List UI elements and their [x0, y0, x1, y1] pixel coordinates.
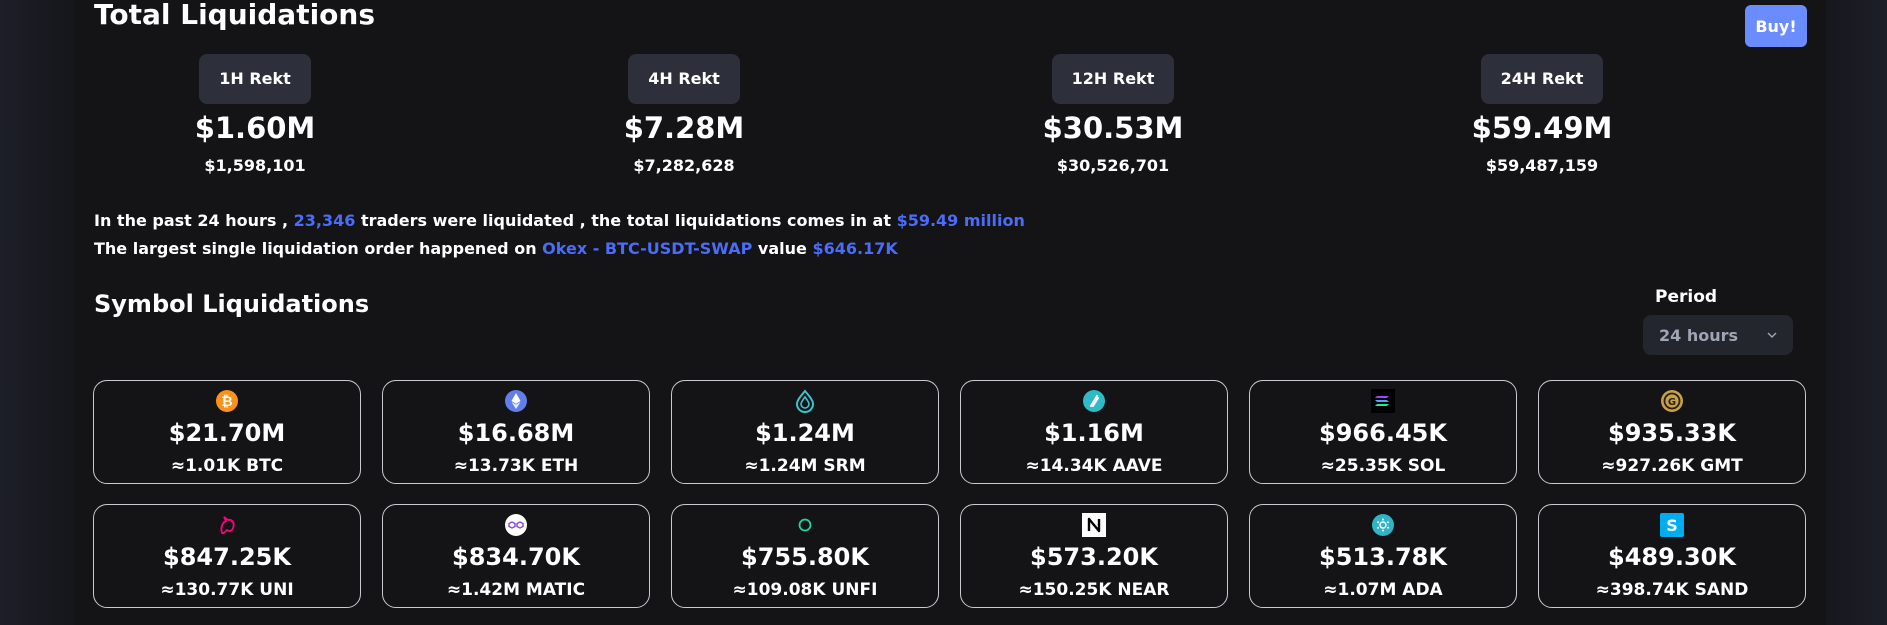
sand-icon: S — [1660, 513, 1684, 537]
symbol-amount: $573.20K — [1030, 543, 1158, 571]
rekt-12h-label[interactable]: 12H Rekt — [1051, 54, 1175, 104]
gmt-icon: G — [1661, 390, 1683, 412]
rekt-12h: 12H Rekt $30.53M $30,526,701 — [993, 54, 1233, 176]
summary-line-2: The largest single liquidation order hap… — [94, 235, 1025, 263]
symbol-quantity: ≈150.25K NEAR — [1018, 580, 1170, 600]
symbol-quantity: ≈1.01K BTC — [170, 456, 284, 476]
symbol-card-btc[interactable]: ₿ $21.70M ≈1.01K BTC — [93, 380, 361, 484]
symbol-card-srm[interactable]: $1.24M ≈1.24M SRM — [671, 380, 939, 484]
symbol-quantity: ≈14.34K AAVE — [1025, 456, 1163, 476]
symbol-card-ada[interactable]: $513.78K ≈1.07M ADA — [1249, 504, 1517, 608]
symbol-amount: $1.16M — [1044, 419, 1144, 447]
page-title: Total Liquidations — [94, 0, 376, 31]
section-title: Symbol Liquidations — [94, 290, 370, 318]
symbol-quantity: ≈13.73K ETH — [453, 456, 579, 476]
rekt-12h-amount: $30.53M — [1042, 111, 1184, 145]
symbol-card-near[interactable]: $573.20K ≈150.25K NEAR — [960, 504, 1228, 608]
period-value: 24 hours — [1659, 325, 1739, 345]
rekt-summary-row: 1H Rekt $1.60M $1,598,101 4H Rekt $7.28M… — [75, 54, 1826, 184]
liquidations-panel: Total Liquidations Buy! 1H Rekt $1.60M $… — [75, 0, 1826, 625]
near-icon — [1082, 513, 1106, 537]
total-liquidations-link[interactable]: $59.49 million — [896, 211, 1025, 230]
liquidation-summary: In the past 24 hours , 23,346 traders we… — [94, 207, 1025, 263]
srm-icon — [795, 389, 815, 413]
symbol-quantity: ≈109.08K UNFI — [732, 580, 878, 600]
symbol-quantity: ≈398.74K SAND — [1595, 580, 1749, 600]
largest-value-link[interactable]: $646.17K — [812, 239, 898, 258]
svg-text:G: G — [1668, 397, 1676, 408]
symbol-amount: $21.70M — [168, 419, 286, 447]
btc-icon: ₿ — [216, 390, 238, 412]
summary-middle: traders were liquidated , the total liqu… — [360, 211, 891, 230]
svg-text:S: S — [1666, 516, 1678, 535]
symbol-amount: $847.25K — [163, 543, 291, 571]
symbol-quantity: ≈130.77K UNI — [160, 580, 294, 600]
symbol-card-uni[interactable]: $847.25K ≈130.77K UNI — [93, 504, 361, 608]
symbol-amount: $513.78K — [1319, 543, 1447, 571]
largest-order-middle: value — [757, 239, 807, 258]
traders-count-link[interactable]: 23,346 — [293, 211, 356, 230]
period-label: Period — [1655, 287, 1718, 307]
matic-icon — [505, 514, 527, 536]
symbol-amount: $935.33K — [1608, 419, 1736, 447]
symbol-card-aave[interactable]: $1.16M ≈14.34K AAVE — [960, 380, 1228, 484]
symbol-amount: $834.70K — [452, 543, 580, 571]
symbol-amount: $755.80K — [741, 543, 869, 571]
symbol-quantity: ≈25.35K SOL — [1320, 456, 1446, 476]
symbol-card-sand[interactable]: S $489.30K ≈398.74K SAND — [1538, 504, 1806, 608]
symbol-quantity: ≈1.07M ADA — [1323, 580, 1443, 600]
rekt-1h-amount: $1.60M — [194, 111, 316, 145]
symbol-card-sol[interactable]: $966.45K ≈25.35K SOL — [1249, 380, 1517, 484]
rekt-24h: 24H Rekt $59.49M $59,487,159 — [1422, 54, 1662, 176]
symbol-card-eth[interactable]: $16.68M ≈13.73K ETH — [382, 380, 650, 484]
rekt-24h-exact: $59,487,159 — [1485, 156, 1599, 175]
rekt-1h-exact: $1,598,101 — [204, 156, 306, 175]
rekt-4h-amount: $7.28M — [623, 111, 745, 145]
rekt-24h-label[interactable]: 24H Rekt — [1480, 54, 1604, 104]
aave-icon — [1083, 390, 1105, 412]
symbol-card-matic[interactable]: $834.70K ≈1.42M MATIC — [382, 504, 650, 608]
symbol-amount: $966.45K — [1319, 419, 1447, 447]
symbol-card-unfi[interactable]: $755.80K ≈109.08K UNFI — [671, 504, 939, 608]
period-select[interactable]: 24 hours — [1643, 315, 1793, 355]
unfi-icon — [798, 518, 812, 532]
symbol-amount: $16.68M — [457, 419, 575, 447]
sol-icon — [1371, 389, 1395, 413]
ada-icon — [1372, 514, 1394, 536]
symbol-quantity: ≈1.24M SRM — [744, 456, 866, 476]
symbol-card-gmt[interactable]: G $935.33K ≈927.26K GMT — [1538, 380, 1806, 484]
symbol-amount: $489.30K — [1608, 543, 1736, 571]
buy-button[interactable]: Buy! — [1745, 5, 1807, 47]
svg-text:₿: ₿ — [221, 394, 232, 410]
rekt-1h-label[interactable]: 1H Rekt — [199, 54, 311, 104]
rekt-4h: 4H Rekt $7.28M $7,282,628 — [564, 54, 804, 176]
symbol-amount: $1.24M — [755, 419, 855, 447]
symbol-quantity: ≈1.42M MATIC — [446, 580, 586, 600]
uni-icon — [220, 516, 235, 535]
rekt-4h-label[interactable]: 4H Rekt — [628, 54, 740, 104]
rekt-1h: 1H Rekt $1.60M $1,598,101 — [135, 54, 375, 176]
summary-prefix: In the past 24 hours , — [94, 211, 289, 230]
rekt-24h-amount: $59.49M — [1471, 111, 1613, 145]
eth-icon — [505, 390, 527, 412]
summary-line-1: In the past 24 hours , 23,346 traders we… — [94, 207, 1025, 235]
chevron-down-icon — [1767, 332, 1777, 338]
rekt-12h-exact: $30,526,701 — [1056, 156, 1170, 175]
largest-order-prefix: The largest single liquidation order hap… — [94, 239, 537, 258]
background-left-edge — [0, 0, 75, 625]
exchange-pair-link[interactable]: Okex - BTC-USDT-SWAP — [542, 239, 753, 258]
symbol-quantity: ≈927.26K GMT — [1601, 456, 1743, 476]
rekt-4h-exact: $7,282,628 — [633, 156, 735, 175]
